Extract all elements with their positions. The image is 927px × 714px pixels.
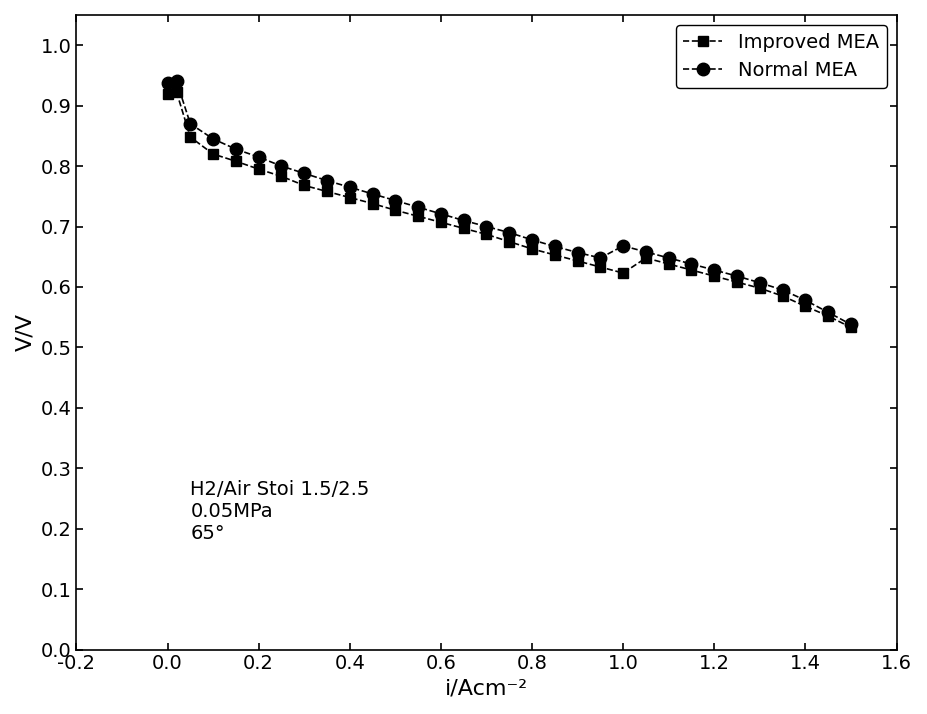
Normal MEA [458,216,469,225]
X-axis label: i/Acm⁻²: i/Acm⁻² [445,679,528,699]
Normal MEA [641,248,652,256]
Normal MEA [367,190,378,198]
Improved MEA [777,292,788,301]
Normal MEA [686,260,697,268]
Normal MEA [184,119,196,128]
Normal MEA [253,153,264,161]
Improved MEA [595,263,606,271]
Normal MEA [755,278,766,287]
Text: H2/Air Stoi 1.5/2.5
0.05MPa
65°: H2/Air Stoi 1.5/2.5 0.05MPa 65° [190,481,370,543]
Normal MEA [171,77,183,86]
Normal MEA [389,196,400,205]
Improved MEA [800,302,811,311]
Improved MEA [686,266,697,274]
Improved MEA [436,218,447,226]
Normal MEA [595,253,606,262]
Improved MEA [230,157,241,166]
Line: Improved MEA: Improved MEA [162,88,856,332]
Improved MEA [322,187,333,196]
Improved MEA [709,272,720,281]
Normal MEA [731,272,743,281]
Normal MEA [572,248,583,257]
Normal MEA [527,236,538,244]
Improved MEA [481,230,492,238]
Improved MEA [171,88,183,96]
Improved MEA [845,323,857,332]
Normal MEA [276,162,287,171]
Improved MEA [617,268,629,277]
Improved MEA [527,245,538,253]
Improved MEA [641,253,652,262]
Normal MEA [298,169,310,178]
Improved MEA [389,206,400,214]
Normal MEA [549,242,560,251]
Improved MEA [276,172,287,181]
Normal MEA [822,308,833,316]
Improved MEA [549,251,560,259]
Normal MEA [663,253,674,262]
Normal MEA [709,266,720,274]
Normal MEA [208,135,219,144]
Normal MEA [845,320,857,328]
Improved MEA [413,212,424,221]
Improved MEA [298,181,310,190]
Normal MEA [322,176,333,185]
Improved MEA [503,237,514,246]
Improved MEA [755,284,766,293]
Normal MEA [800,296,811,305]
Normal MEA [344,183,355,191]
Normal MEA [481,222,492,231]
Line: Normal MEA: Normal MEA [161,75,857,331]
Normal MEA [436,209,447,218]
Normal MEA [617,241,629,250]
Legend: Improved MEA, Normal MEA: Improved MEA, Normal MEA [676,25,887,88]
Improved MEA [572,257,583,266]
Improved MEA [253,165,264,174]
Improved MEA [344,193,355,202]
Normal MEA [162,79,173,87]
Improved MEA [367,199,378,208]
Normal MEA [230,145,241,154]
Improved MEA [731,278,743,286]
Normal MEA [777,286,788,294]
Improved MEA [458,224,469,233]
Improved MEA [208,150,219,159]
Y-axis label: V/V: V/V [15,313,35,351]
Improved MEA [663,260,674,268]
Improved MEA [162,89,173,98]
Improved MEA [822,312,833,321]
Normal MEA [503,228,514,237]
Normal MEA [413,203,424,211]
Improved MEA [184,133,196,141]
